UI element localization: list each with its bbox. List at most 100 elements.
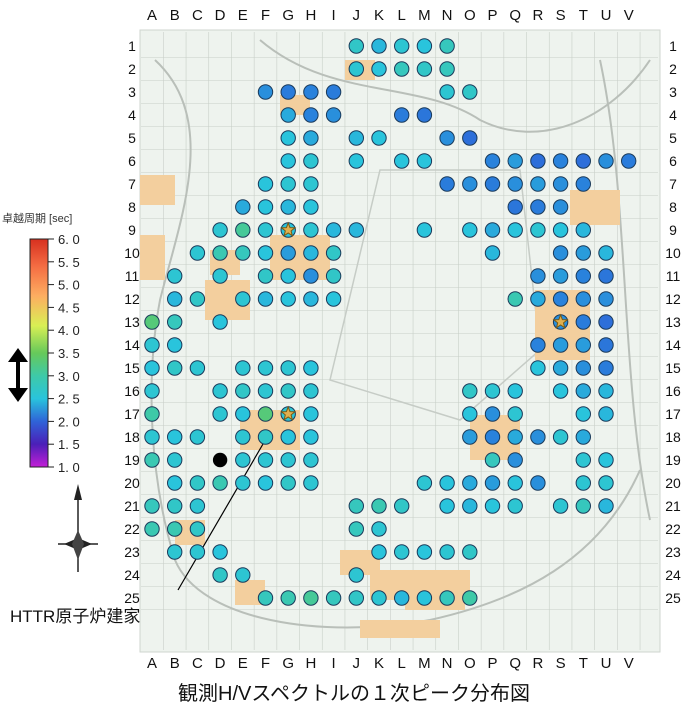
data-point — [484, 498, 501, 514]
row-label-left: 15 — [124, 360, 140, 376]
column-label: V — [624, 7, 634, 24]
column-label: K — [374, 655, 384, 672]
data-point — [257, 475, 274, 491]
data-point — [439, 84, 455, 100]
row-label-left: 3 — [128, 84, 136, 100]
column-label: R — [532, 655, 543, 672]
data-point — [371, 130, 387, 146]
data-point — [552, 383, 569, 399]
row-label-left: 11 — [125, 268, 140, 284]
data-point — [348, 38, 364, 54]
column-label: U — [601, 655, 612, 672]
data-point — [416, 544, 433, 560]
data-point — [303, 176, 319, 192]
data-point — [235, 429, 251, 445]
column-label: M — [418, 7, 431, 24]
legend-tick-label: 5. 5 — [58, 255, 80, 270]
data-point — [484, 222, 501, 238]
column-label: B — [170, 7, 180, 24]
data-point — [167, 452, 183, 468]
data-point — [484, 475, 501, 491]
data-point — [371, 590, 387, 606]
data-point — [235, 199, 251, 215]
data-point — [484, 383, 501, 399]
data-point — [189, 475, 206, 491]
data-point — [371, 544, 387, 560]
column-label: G — [282, 7, 294, 24]
legend-tick-label: 2. 5 — [58, 392, 80, 407]
data-point — [371, 498, 387, 514]
data-point — [575, 291, 591, 307]
data-point — [530, 199, 546, 215]
data-point — [598, 153, 614, 169]
data-point — [575, 314, 591, 330]
row-label-left: 12 — [124, 291, 140, 307]
data-point — [348, 153, 364, 169]
legend-tick-label: 1. 0 — [58, 460, 80, 475]
data-point — [575, 429, 591, 445]
data-point — [462, 406, 478, 422]
data-point — [575, 383, 591, 399]
data-point — [303, 429, 319, 445]
data-point — [484, 153, 501, 169]
data-point — [507, 475, 523, 491]
data-point — [235, 452, 251, 468]
data-point — [167, 429, 183, 445]
row-label-right: 10 — [665, 245, 681, 261]
column-label: C — [192, 655, 203, 672]
row-label-right: 14 — [665, 337, 681, 353]
row-label-left: 5 — [128, 130, 136, 146]
column-label: K — [374, 7, 384, 24]
data-point — [235, 567, 251, 583]
data-point — [462, 429, 478, 445]
annotation-leader-line — [177, 431, 271, 591]
data-point — [507, 498, 523, 514]
column-label: D — [215, 7, 226, 24]
data-point — [552, 199, 569, 215]
row-label-right: 8 — [669, 199, 677, 215]
data-point — [507, 291, 523, 307]
legend-tick-label: 2. 0 — [58, 414, 80, 429]
column-label: P — [487, 655, 497, 672]
data-point — [167, 291, 183, 307]
data-point — [507, 452, 523, 468]
data-point — [280, 176, 296, 192]
data-point — [212, 544, 228, 560]
data-point — [462, 475, 478, 491]
data-point — [439, 130, 455, 146]
row-label-left: 18 — [124, 429, 140, 445]
row-label-left: 14 — [124, 337, 140, 353]
row-label-left: 8 — [128, 199, 136, 215]
data-point — [189, 245, 206, 261]
data-point — [212, 406, 228, 422]
data-point — [439, 38, 455, 54]
column-label: L — [398, 7, 406, 24]
row-label-left: 24 — [124, 567, 140, 583]
data-point — [189, 360, 206, 376]
data-point — [303, 590, 319, 606]
column-label: P — [487, 7, 497, 24]
data-point — [394, 38, 410, 54]
data-point — [280, 475, 296, 491]
data-point — [439, 475, 455, 491]
annotation-label: HTTR原子炉建家 — [10, 607, 140, 626]
data-point — [212, 268, 228, 284]
row-label-left: 23 — [124, 544, 140, 560]
data-point — [257, 199, 274, 215]
data-point — [598, 268, 614, 284]
column-label: D — [215, 655, 226, 672]
row-label-right: 17 — [665, 406, 681, 422]
data-point — [257, 360, 274, 376]
data-point — [598, 406, 614, 422]
black-marker — [212, 452, 228, 468]
building — [140, 175, 175, 205]
data-point — [235, 360, 251, 376]
data-point — [235, 475, 251, 491]
row-label-right: 4 — [669, 107, 677, 123]
star-icon — [280, 405, 297, 421]
row-label-right: 6 — [669, 153, 677, 169]
row-label-right: 22 — [665, 521, 681, 537]
data-point — [280, 107, 296, 123]
column-label: F — [261, 7, 270, 24]
